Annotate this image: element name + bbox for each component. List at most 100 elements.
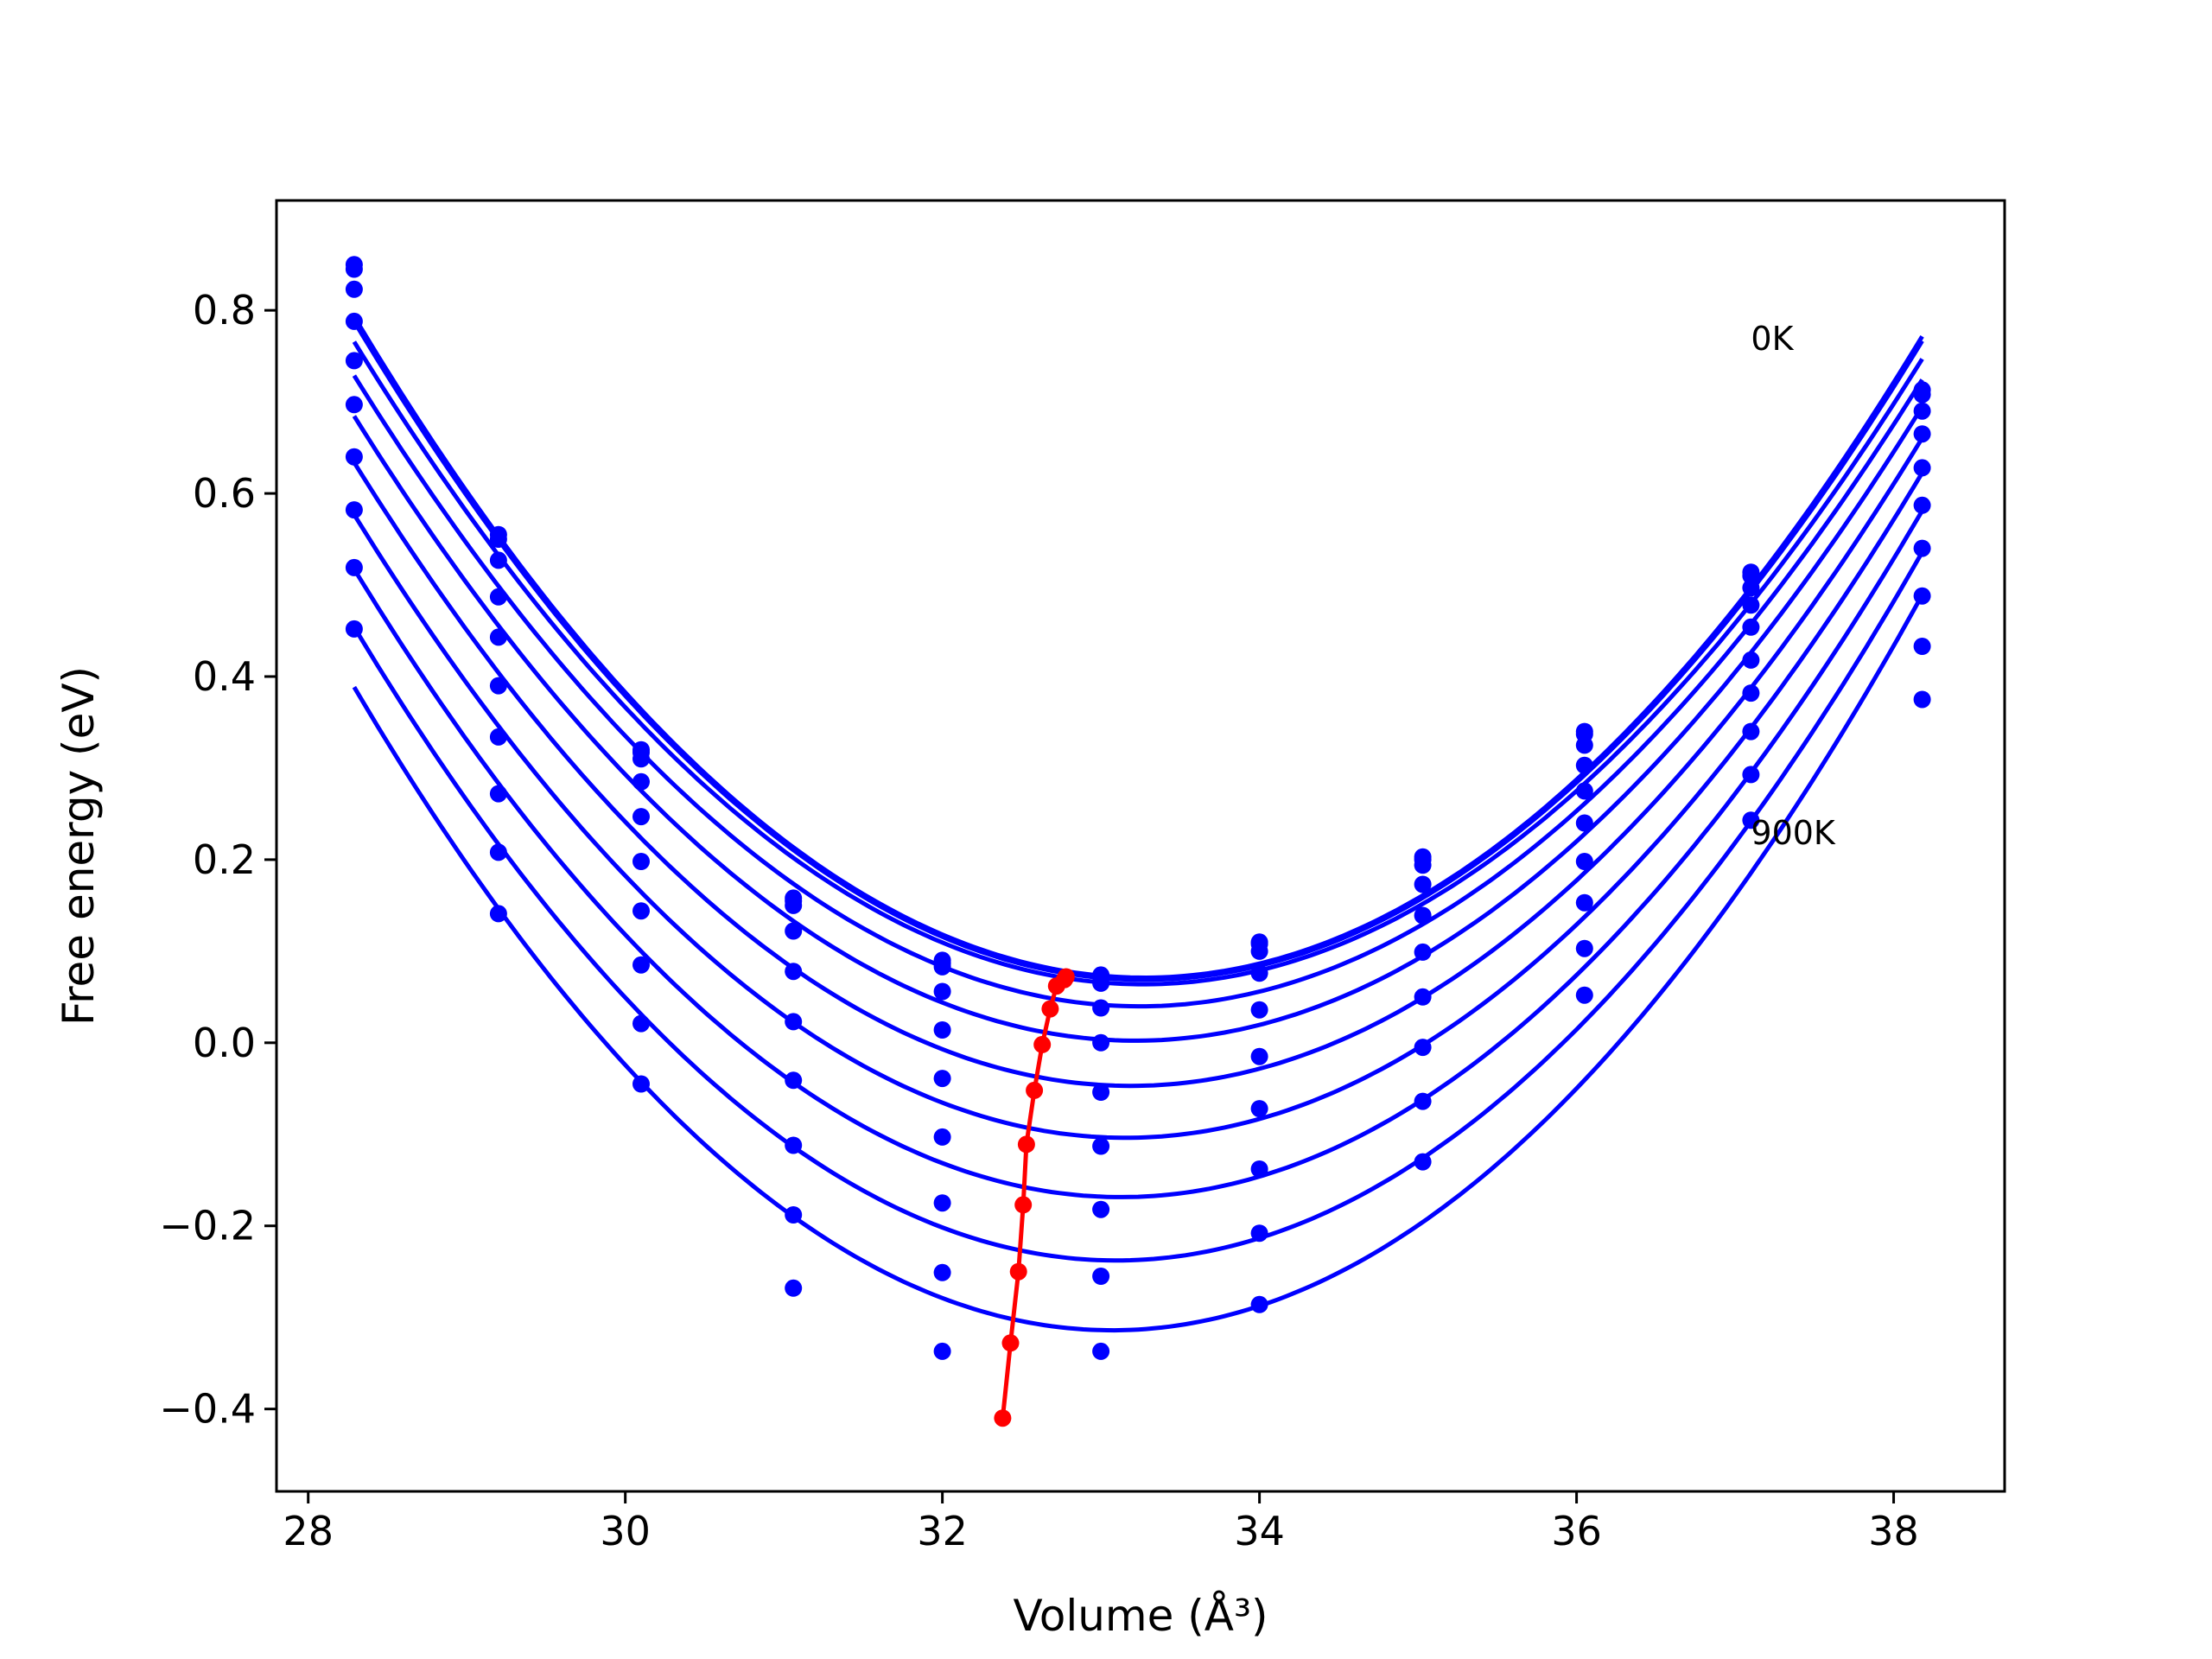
y-tick-label: 0.2	[193, 836, 256, 883]
y-tick-label: 0.0	[193, 1020, 256, 1066]
data-point	[785, 963, 803, 981]
data-point	[1575, 939, 1593, 957]
data-point	[1092, 1137, 1110, 1155]
fit-curve-8	[352, 550, 1924, 1263]
minimum-point	[994, 1409, 1012, 1427]
data-point	[1414, 875, 1432, 893]
y-axis-ticks: −0.4 −0.2 0.0 0.2 0.4 0.6 0.8	[159, 287, 276, 1433]
data-point	[933, 1070, 951, 1088]
annotation-900k: 900K	[1751, 814, 1836, 852]
data-point	[345, 396, 363, 414]
data-point	[632, 772, 650, 791]
fit-curve-3	[352, 374, 1924, 1009]
data-point	[489, 728, 507, 746]
data-point	[1913, 638, 1931, 655]
data-point	[1092, 999, 1110, 1017]
data-point	[489, 677, 507, 695]
data-point	[1742, 684, 1760, 702]
fit-curve-5	[352, 436, 1924, 1089]
data-point	[1742, 579, 1760, 597]
data-point	[933, 1263, 951, 1281]
fit-curves	[352, 315, 1924, 1333]
data-point	[489, 843, 507, 861]
fit-curve-6	[352, 471, 1924, 1141]
fit-curve-4	[352, 405, 1924, 1043]
data-point	[1414, 1153, 1432, 1171]
data-point	[1913, 402, 1931, 420]
data-point	[1414, 943, 1432, 961]
y-tick-label: 0.8	[193, 287, 256, 334]
data-point	[1742, 651, 1760, 669]
y-tick-label: 0.6	[193, 470, 256, 517]
data-point	[345, 448, 363, 466]
minima-line	[994, 968, 1075, 1427]
data-point	[489, 531, 507, 548]
minimum-point	[1001, 1334, 1020, 1352]
data-point	[933, 982, 951, 1001]
y-tick-label: −0.4	[159, 1386, 256, 1433]
data-point	[1414, 856, 1432, 874]
data-point	[933, 1021, 951, 1039]
minimum-point	[1026, 1081, 1044, 1099]
plot-frame	[275, 199, 2006, 1493]
minimum-point	[1017, 1135, 1035, 1154]
data-point	[1250, 942, 1268, 960]
data-point	[1092, 1084, 1110, 1101]
data-point	[1742, 596, 1760, 614]
y-axis-label: Free energy (eV)	[54, 666, 104, 1026]
data-point	[489, 785, 507, 803]
data-point	[785, 1071, 803, 1090]
data-point	[1250, 1295, 1268, 1313]
minimum-point	[1047, 977, 1065, 995]
data-point	[1575, 986, 1593, 1004]
data-point	[1414, 1039, 1432, 1057]
fit-curve-7	[352, 509, 1924, 1199]
data-point	[489, 588, 507, 606]
data-point	[632, 1075, 650, 1093]
fit-curve-2	[352, 340, 1924, 987]
data-point	[1092, 1200, 1110, 1218]
minimum-point	[1033, 1035, 1052, 1053]
data-points	[345, 256, 1931, 1360]
minimum-point	[1041, 1000, 1059, 1018]
data-point	[1250, 1047, 1268, 1065]
data-point	[1742, 766, 1760, 784]
x-tick-label: 34	[1234, 1508, 1285, 1554]
data-point	[345, 312, 363, 330]
data-point	[1742, 811, 1760, 830]
data-point	[1575, 893, 1593, 912]
data-point	[1092, 1033, 1110, 1052]
data-point	[345, 352, 363, 370]
data-point	[489, 628, 507, 646]
data-point	[1913, 385, 1931, 404]
data-point	[933, 1128, 951, 1146]
data-point	[1742, 618, 1760, 636]
data-point	[933, 1342, 951, 1360]
data-point	[785, 896, 803, 914]
data-point	[1575, 814, 1593, 832]
data-point	[345, 280, 363, 298]
fit-curve-1	[352, 320, 1924, 982]
data-point	[345, 260, 363, 278]
data-point	[1742, 567, 1760, 585]
data-point	[785, 922, 803, 940]
data-point	[1575, 736, 1593, 754]
data-point	[1913, 690, 1931, 709]
x-axis-ticks: 28 30 32 34 36 38	[283, 1491, 1919, 1554]
x-tick-label: 32	[917, 1508, 968, 1554]
y-tick-label: 0.4	[193, 653, 256, 700]
data-point	[785, 1013, 803, 1031]
fit-curve-0	[352, 315, 1924, 981]
x-tick-label: 28	[283, 1508, 334, 1554]
data-point	[1575, 756, 1593, 774]
data-point	[1414, 906, 1432, 925]
data-point	[345, 620, 363, 638]
fit-curve-9	[352, 594, 1924, 1333]
data-point	[785, 1136, 803, 1154]
x-axis-label: Volume (Å³)	[1013, 1591, 1268, 1641]
data-point	[632, 902, 650, 920]
data-point	[345, 558, 363, 576]
data-point	[489, 551, 507, 569]
data-point	[1250, 1001, 1268, 1019]
